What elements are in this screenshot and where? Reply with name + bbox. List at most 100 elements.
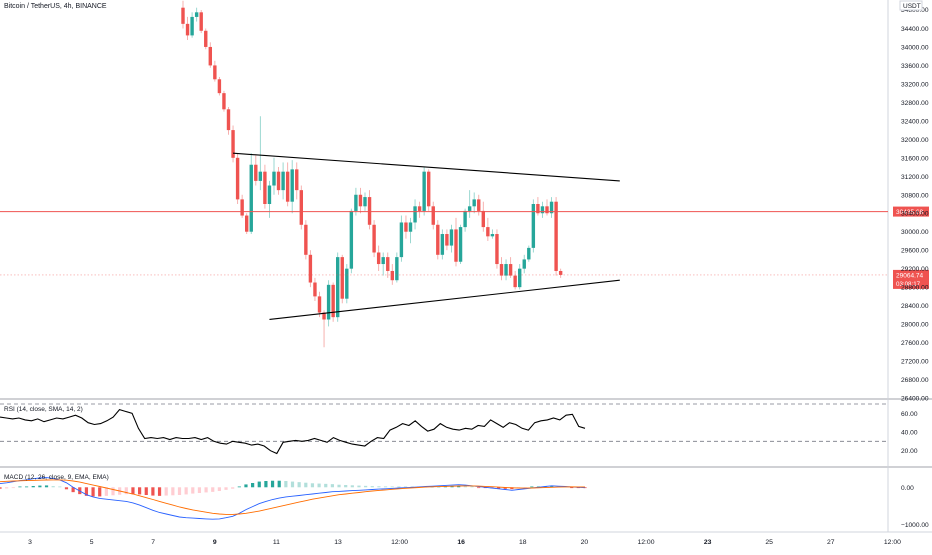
candle-body — [317, 296, 322, 313]
macd-histogram-bar — [390, 486, 394, 488]
macd-histogram-bar — [496, 487, 501, 489]
candle-body — [358, 194, 363, 207]
time-tick-label: 11 — [273, 539, 280, 546]
candle-body — [194, 12, 199, 17]
candle-body — [181, 7, 185, 24]
horizontal-level-value: 30435.68 — [896, 209, 923, 216]
macd-histogram-bar — [191, 487, 195, 494]
macd-histogram-bar — [530, 486, 534, 488]
macd-histogram-bar — [211, 487, 215, 492]
rsi-tick-label: 40.00 — [901, 430, 918, 437]
candle-body — [199, 12, 203, 31]
macd-histogram-bar — [350, 485, 354, 488]
trendline — [269, 279, 620, 321]
macd-histogram-bar — [24, 486, 29, 488]
candle-body — [522, 259, 526, 269]
macd-histogram-bar — [383, 486, 388, 488]
macd-histogram-bar — [144, 487, 148, 495]
macd-histogram-bar — [370, 486, 374, 488]
macd-histogram-bar — [91, 487, 95, 497]
candle-body — [290, 169, 294, 202]
candle-body — [249, 164, 253, 232]
candle-body — [313, 282, 317, 297]
candle-body — [267, 185, 272, 204]
macd-histogram-bar — [104, 487, 108, 496]
macd-histogram-bar — [503, 487, 507, 489]
candle-body — [536, 204, 540, 214]
candle-body — [295, 169, 299, 191]
macd-histogram-bar — [51, 486, 55, 488]
candle-body — [322, 312, 326, 320]
candle-body — [285, 171, 290, 202]
candle-body — [427, 171, 431, 207]
candle-body — [477, 199, 481, 211]
macd-line — [0, 477, 586, 520]
candle-body — [185, 23, 190, 36]
price-tick-label: 33600.00 — [901, 63, 929, 70]
candle-body — [304, 224, 308, 255]
time-tick-label: 13 — [334, 539, 342, 546]
macd-histogram-bar — [18, 486, 22, 488]
candle-body — [345, 268, 349, 299]
price-tick-label: 32800.00 — [901, 100, 929, 107]
macd-histogram-bar — [98, 487, 102, 497]
candle-body — [518, 268, 522, 288]
signal-line — [0, 479, 586, 515]
macd-histogram-bar — [443, 486, 447, 488]
macd-histogram-bar — [450, 486, 454, 488]
candle-body — [490, 234, 495, 237]
candle-body — [190, 16, 194, 36]
rsi-line — [0, 408, 586, 455]
candle-body — [513, 275, 517, 288]
macd-histogram-bar — [184, 487, 188, 495]
macd-histogram-bar — [197, 487, 202, 493]
macd-histogram-bar — [231, 487, 235, 489]
candle-body — [326, 284, 331, 320]
time-tick-label: 12:00 — [391, 539, 408, 546]
candle-body — [340, 257, 344, 299]
macd-histogram-bar — [377, 486, 381, 488]
candle-body — [231, 130, 235, 158]
price-tick-label: 26800.00 — [901, 377, 929, 384]
candle-body — [481, 210, 485, 228]
macd-histogram-bar — [470, 486, 474, 488]
currency-tag — [899, 0, 923, 11]
price-levels-layer: 30435.68 29064.74 03:08:17 — [0, 206, 929, 289]
candle-body — [235, 157, 240, 200]
price-tick-label: 29600.00 — [901, 248, 929, 255]
time-tick-label: 18 — [519, 539, 527, 546]
macd-histogram-bar — [131, 487, 135, 495]
price-tick-label: 30400.00 — [901, 211, 929, 218]
macd-histogram-bar — [111, 487, 115, 496]
candle-body — [431, 206, 435, 225]
macd-histogram-bar — [177, 487, 182, 495]
macd-histogram-bar — [550, 486, 554, 488]
last-price-tag — [893, 269, 929, 289]
macd-histogram-bar — [290, 481, 295, 488]
candle-body — [308, 254, 313, 283]
macd-histogram-bar — [0, 487, 2, 489]
macd-histogram-bar — [217, 487, 221, 491]
candle-body — [554, 201, 558, 271]
macd-pane: 0.00 −1000.00 — [0, 477, 929, 529]
candle-body — [558, 270, 563, 275]
candles-layer — [181, 0, 563, 348]
candle-body — [454, 229, 458, 262]
macd-histogram-bar — [324, 483, 328, 488]
time-tick-label: 27 — [827, 539, 835, 546]
candle-body — [508, 264, 513, 276]
macd-histogram-bar — [204, 487, 208, 493]
trendlines-layer — [233, 152, 620, 321]
macd-histogram-bar — [257, 481, 261, 488]
macd-histogram-bar — [304, 482, 308, 488]
candle-body — [390, 270, 394, 281]
candle-body — [263, 171, 267, 204]
macd-histogram-bar — [337, 484, 341, 488]
macd-label: MACD (12, 26, close, 9, EMA, EMA) — [4, 474, 109, 481]
price-tick-label: 28800.00 — [901, 285, 929, 292]
candle-body — [213, 65, 217, 80]
candle-body — [386, 257, 390, 271]
macd-histogram-bar — [84, 487, 89, 496]
